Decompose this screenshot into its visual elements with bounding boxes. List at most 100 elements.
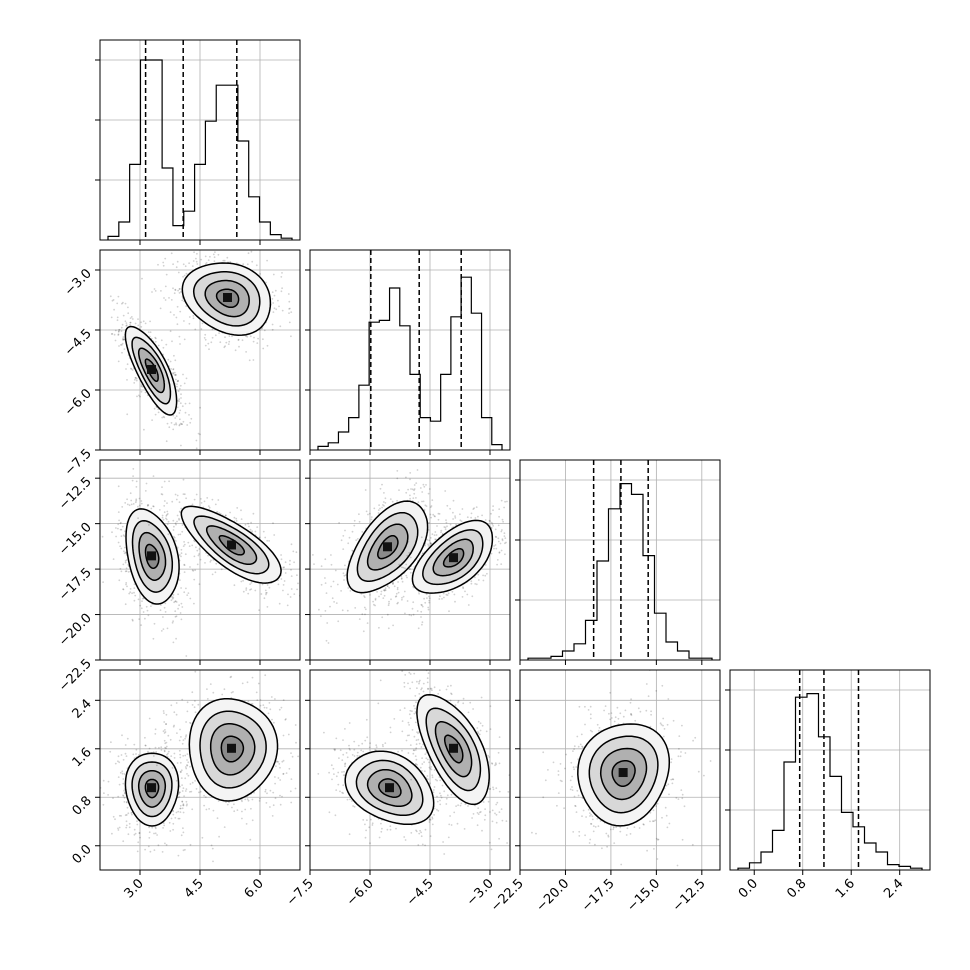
scatter-point — [395, 595, 398, 597]
scatter-point — [378, 504, 380, 506]
scatter-point — [376, 591, 378, 593]
scatter-point — [174, 817, 177, 819]
scatter-point — [120, 330, 123, 332]
scatter-point — [175, 423, 178, 426]
scatter-point — [162, 415, 165, 418]
scatter-point — [271, 328, 274, 331]
scatter-point — [111, 832, 113, 835]
scatter-point — [342, 535, 345, 537]
scatter-point — [132, 468, 135, 470]
scatter-point — [138, 618, 141, 620]
scatter-point — [129, 492, 132, 495]
scatter-point — [427, 608, 430, 611]
scatter-point — [133, 743, 136, 746]
scatter-point — [396, 499, 398, 502]
scatter-point — [184, 265, 187, 268]
scatter-point — [177, 810, 180, 813]
scatter-point — [162, 261, 165, 264]
scatter-point — [193, 251, 196, 254]
scatter-point — [193, 602, 195, 605]
scatter-point — [144, 744, 147, 747]
scatter-point — [125, 583, 127, 586]
scatter-point — [493, 547, 495, 550]
scatter-point — [178, 412, 181, 414]
scatter-point — [222, 259, 225, 262]
density-peak — [223, 293, 232, 302]
scatter-point — [176, 406, 179, 409]
scatter-point — [200, 498, 202, 500]
scatter-point — [474, 583, 477, 585]
scatter-point — [189, 843, 192, 846]
scatter-point — [233, 584, 236, 587]
scatter-point — [443, 526, 446, 528]
scatter-point — [438, 598, 441, 600]
scatter-point — [171, 621, 174, 624]
scatter-point — [252, 359, 255, 361]
scatter-point — [131, 592, 134, 595]
scatter-point — [257, 337, 259, 340]
scatter-point — [378, 626, 380, 629]
scatter-point — [179, 310, 182, 313]
scatter-point — [224, 345, 227, 348]
scatter-point — [181, 299, 184, 302]
scatter-point — [412, 497, 415, 499]
scatter-point — [195, 493, 198, 496]
scatter-point — [409, 494, 411, 497]
scatter-point — [139, 395, 141, 398]
scatter-point — [149, 331, 152, 334]
scatter-point — [214, 334, 217, 337]
scatter-point — [445, 593, 448, 596]
scatter-point — [223, 346, 226, 349]
scatter-point — [364, 489, 367, 491]
scatter-point — [178, 423, 181, 426]
scatter-point — [175, 422, 177, 425]
scatter-point — [283, 566, 285, 569]
scatter-point — [370, 516, 373, 518]
scatter-point — [381, 483, 383, 486]
scatter-point — [172, 372, 175, 374]
scatter-point — [146, 609, 149, 612]
scatter-point — [166, 510, 169, 513]
scatter-point — [491, 523, 494, 525]
scatter-point — [160, 630, 163, 632]
scatter-point — [172, 620, 175, 623]
scatter-point — [409, 571, 412, 574]
scatter-point — [122, 588, 125, 591]
scatter-point — [124, 546, 126, 549]
scatter-point — [110, 333, 113, 335]
scatter-point — [430, 505, 433, 507]
scatter-point — [186, 753, 189, 755]
scatter-point — [233, 516, 236, 519]
scatter-point — [405, 563, 408, 566]
scatter-point — [179, 409, 182, 412]
scatter-point — [449, 507, 451, 510]
scatter-point — [430, 516, 432, 519]
scatter-point — [280, 276, 283, 278]
scatter-point — [301, 594, 303, 596]
scatter-point — [178, 791, 181, 794]
scatter-point — [330, 554, 332, 556]
scatter-point — [499, 542, 502, 545]
scatter-point — [116, 319, 119, 322]
scatter-point — [400, 577, 403, 580]
scatter-point — [280, 558, 283, 561]
scatter-point — [414, 558, 416, 561]
scatter-point — [437, 518, 440, 521]
scatter-point — [477, 573, 480, 576]
scatter-point — [101, 535, 104, 538]
scatter-point — [196, 263, 199, 265]
scatter-point — [122, 336, 125, 338]
density-content — [101, 468, 303, 657]
scatter-point — [192, 260, 195, 262]
scatter-point — [199, 433, 201, 436]
scatter-point — [379, 507, 381, 510]
scatter-point — [157, 844, 160, 847]
scatter-point — [273, 534, 276, 536]
scatter-point — [182, 275, 185, 278]
scatter-point — [384, 497, 387, 500]
scatter-point — [219, 245, 221, 247]
scatter-point — [472, 508, 475, 510]
scatter-point — [343, 574, 346, 577]
scatter-point — [140, 502, 143, 505]
scatter-point — [132, 475, 135, 477]
